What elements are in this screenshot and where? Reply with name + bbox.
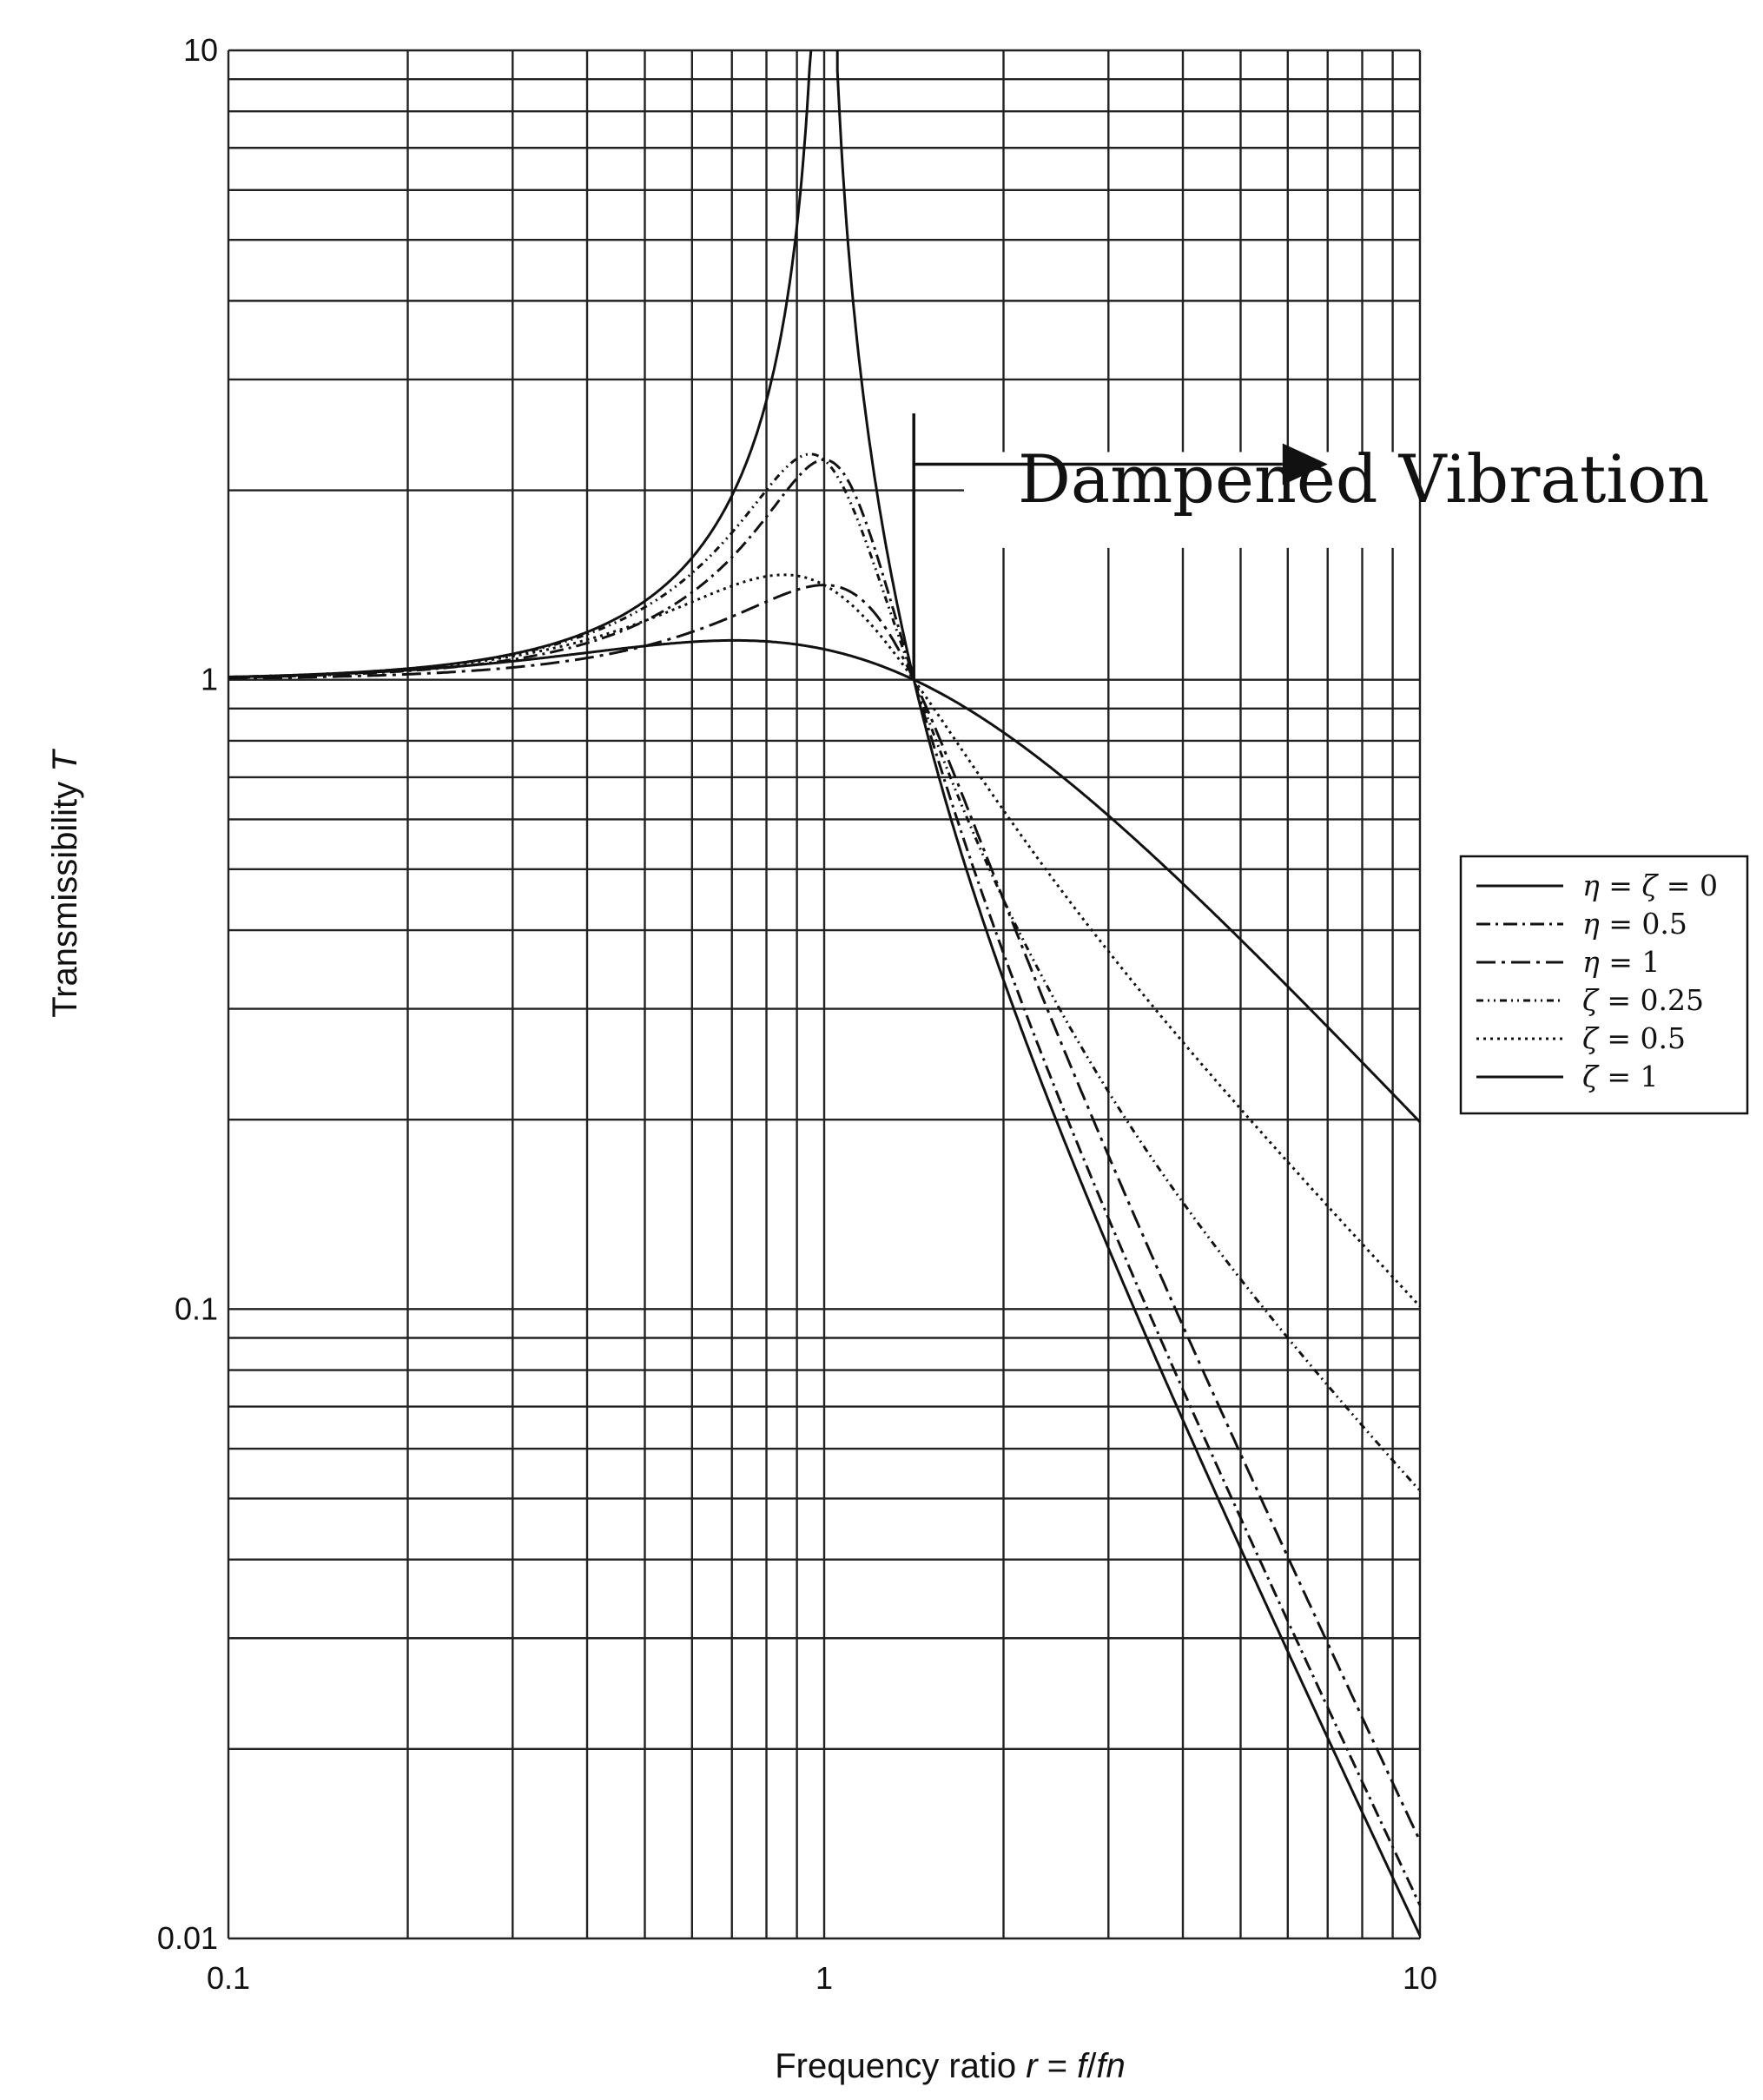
legend-label-2: η = 0.5 [1582, 907, 1687, 941]
x-tick-label: 1 [815, 1960, 833, 1996]
legend: η = ζ = 0 η = 0.5 η = 1 ζ = 0.25 ζ = 0.5 ζ = … [1459, 855, 1749, 1115]
y-tick-label: 10 [183, 32, 218, 68]
legend-label-6: ζ = 1 [1582, 1060, 1659, 1093]
tick-labels: 0.1 1 10 10 1 0.1 0.01 [157, 32, 1437, 1996]
y-tick-label: 0.1 [175, 1291, 218, 1326]
annotation-arrowhead [1282, 443, 1328, 485]
series-curve-4 [228, 452, 1422, 1492]
y-tick-label: 0.01 [157, 1920, 218, 1956]
legend-box [1459, 855, 1749, 1115]
legend-label-3: η = 1 [1582, 945, 1660, 979]
legend-items: η = ζ = 0 η = 0.5 η = 1 ζ = 0.25 ζ = 0.5 ζ = … [1476, 868, 1718, 1093]
curves [228, 50, 1422, 1937]
annotation: Dampened Vibration [912, 413, 1709, 680]
grid [227, 49, 1422, 1940]
series-curve-5 [228, 573, 1422, 1308]
legend-label-5: ζ = 0.5 [1582, 1021, 1686, 1055]
y-tick-label: 1 [201, 662, 218, 697]
x-tick-label: 0.1 [207, 1960, 250, 1996]
x-tick-label: 10 [1403, 1960, 1437, 1996]
annotation-text: Dampened Vibration [1018, 440, 1709, 518]
legend-label-1: η = ζ = 0 [1582, 868, 1718, 902]
x-axis-title: Frequency ratio r = f/fn [775, 2047, 1126, 2085]
y-axis-title: Transmissibility T [46, 749, 84, 1018]
series-curve-6 [228, 638, 1422, 1123]
legend-label-4: ζ = 0.25 [1582, 983, 1704, 1017]
